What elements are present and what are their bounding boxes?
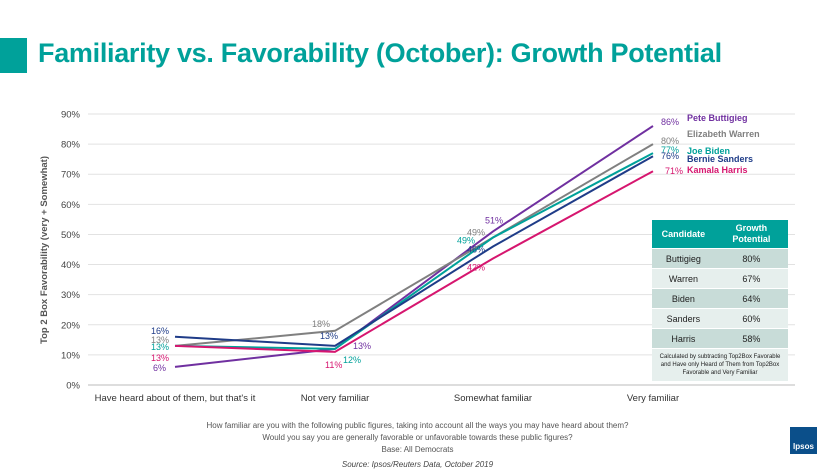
data-label: 49% xyxy=(457,235,475,245)
series-line xyxy=(174,155,654,347)
table-cell-value: 67% xyxy=(714,268,788,289)
footer-question-1: How familiar are you with the following … xyxy=(206,421,629,430)
table-row: Sanders 60% xyxy=(652,308,788,329)
table-cell-value: 80% xyxy=(714,248,788,269)
legend-entry: Kamala Harris xyxy=(687,165,748,175)
table-row: Harris 58% xyxy=(652,328,788,349)
y-tick-label: 50% xyxy=(61,230,81,241)
y-tick-label: 0% xyxy=(66,381,80,392)
y-tick-label: 30% xyxy=(61,290,81,301)
legend-entry: Joe Biden xyxy=(687,146,730,156)
title-accent-bar xyxy=(0,38,27,73)
data-label: 76% xyxy=(661,151,679,161)
y-tick-label: 20% xyxy=(61,320,81,331)
data-label: 6% xyxy=(153,363,166,373)
y-tick-label: 90% xyxy=(61,110,81,121)
table-note: Calculated by subtracting Top2Box Favora… xyxy=(652,348,788,381)
table-cell-value: 64% xyxy=(714,288,788,309)
y-tick-label: 60% xyxy=(61,200,81,211)
table-cell-value: 58% xyxy=(714,328,788,349)
data-label: 12% xyxy=(343,355,361,365)
data-label: 13% xyxy=(320,331,338,341)
data-label: 18% xyxy=(312,319,330,329)
x-tick-label: Not very familiar xyxy=(301,393,370,404)
footer-base: Base: All Democrats xyxy=(381,445,454,454)
data-label: 49% xyxy=(467,227,485,237)
footer-source: Source: Ipsos/Reuters Data, October 2019 xyxy=(341,460,494,469)
data-label: 13% xyxy=(353,341,371,351)
series-line xyxy=(174,170,654,353)
data-label: 46% xyxy=(467,244,485,254)
data-label: 11% xyxy=(325,360,342,370)
y-tick-label: 10% xyxy=(61,350,81,361)
y-tick-label: 40% xyxy=(61,260,81,271)
table-cell-candidate: Biden xyxy=(652,288,715,309)
page-title: Familiarity vs. Favorability (October): … xyxy=(38,38,722,68)
y-axis-label: Top 2 Box Favorability (very + Somewhat) xyxy=(39,156,50,344)
legend-entry: Bernie Sanders xyxy=(687,154,753,164)
table-cell-candidate: Sanders xyxy=(652,308,715,329)
table-cell-candidate: Warren xyxy=(652,268,715,289)
table-header-candidate: Candidate xyxy=(652,220,715,249)
series-line xyxy=(174,125,654,368)
data-label: 71% xyxy=(665,166,683,176)
data-label: 13% xyxy=(151,353,169,363)
legend-entry: Elizabeth Warren xyxy=(687,129,760,139)
data-label: 42% xyxy=(467,263,485,273)
table-cell-candidate: Harris xyxy=(652,328,715,349)
table-row: Biden 64% xyxy=(652,288,788,309)
legend-entry: Pete Buttigieg xyxy=(687,113,748,123)
data-label: 13% xyxy=(151,335,169,345)
series-line xyxy=(174,152,654,350)
x-tick-label: Have heard about of them, but that's it xyxy=(95,393,256,404)
data-label: 86% xyxy=(661,117,679,127)
footer-question-2: Would you say you are generally favorabl… xyxy=(262,433,573,442)
series-line xyxy=(174,143,654,347)
data-label: 16% xyxy=(151,326,169,336)
data-label: 77% xyxy=(661,145,679,155)
x-tick-label: Very familiar xyxy=(627,393,679,404)
y-tick-label: 70% xyxy=(61,170,81,181)
ipsos-logo: Ipsos xyxy=(790,427,817,454)
growth-potential-table: Candidate Growth Potential Buttigieg 80%… xyxy=(652,220,788,381)
data-label: 80% xyxy=(661,136,679,146)
y-tick-label: 80% xyxy=(61,140,81,151)
table-row: Warren 67% xyxy=(652,268,788,289)
data-label: 13% xyxy=(151,342,169,352)
table-cell-candidate: Buttigieg xyxy=(652,248,715,269)
table-cell-value: 60% xyxy=(714,308,788,329)
x-tick-label: Somewhat familiar xyxy=(454,393,532,404)
table-row: Buttigieg 80% xyxy=(652,248,788,269)
table-header-growth: Growth Potential xyxy=(714,220,788,249)
data-label: 51% xyxy=(485,215,503,225)
